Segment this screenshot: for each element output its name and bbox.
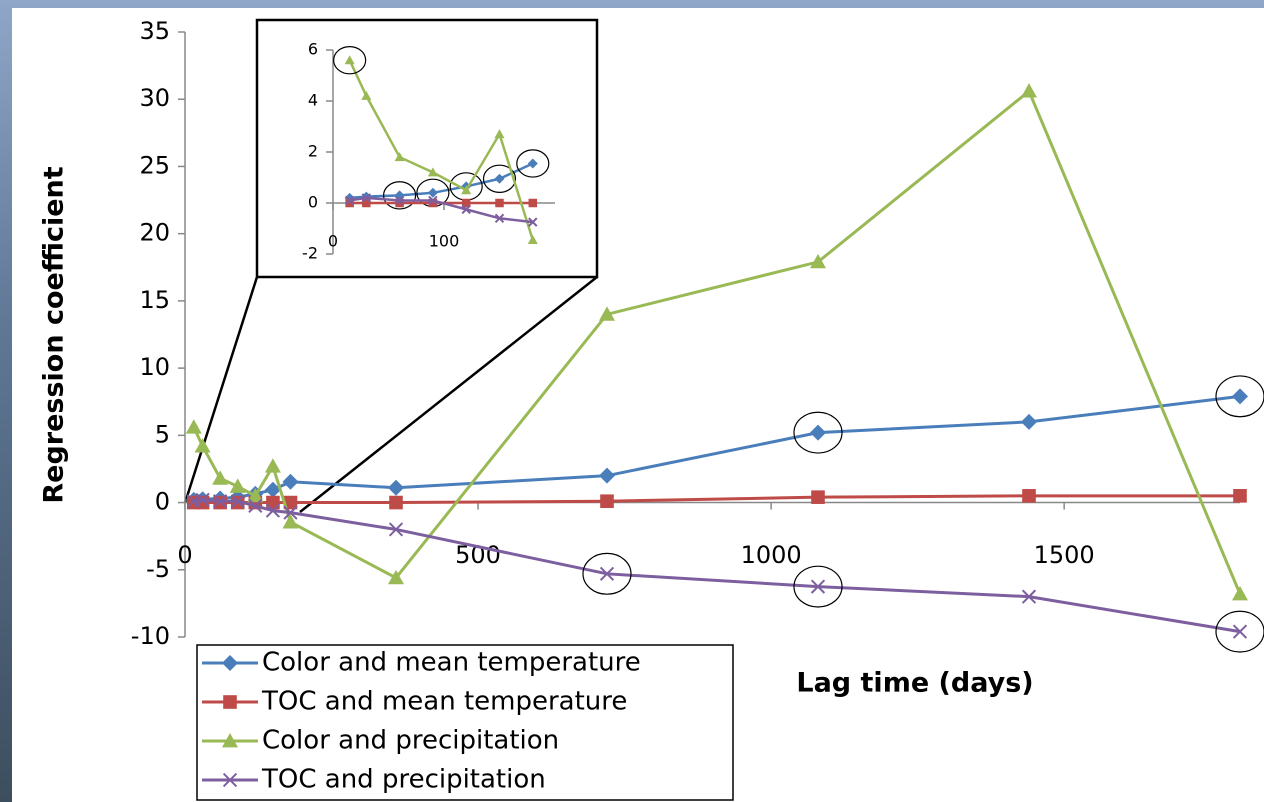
legend-marker [223, 695, 237, 709]
x-tick-label: 1000 [741, 541, 802, 569]
legend-label: Color and precipitation [262, 726, 559, 756]
x-axis-title: Lag time (days) [796, 668, 1033, 699]
y-tick-label: 2 [308, 142, 318, 161]
y-tick-label: 0 [308, 193, 318, 212]
y-tick-label: 25 [139, 151, 170, 179]
y-tick-label: -10 [131, 622, 170, 650]
y-tick-label: 6 [308, 40, 318, 59]
x-tick-label: 0 [328, 232, 338, 251]
legend-label: Color and mean temperature [262, 648, 641, 678]
legend-label: TOC and mean temperature [261, 687, 627, 717]
y-tick-label: 0 [155, 488, 170, 516]
marker [529, 199, 538, 208]
y-tick-label: 4 [308, 91, 318, 110]
marker [1233, 489, 1247, 503]
y-tick-label: 30 [139, 84, 170, 112]
y-tick-label: -5 [146, 555, 170, 583]
x-tick-label: 1500 [1034, 541, 1095, 569]
chart: Regression coefficient Lag time (days) -… [0, 0, 1264, 802]
marker [389, 496, 403, 510]
marker [600, 494, 614, 508]
y-axis-title: Regression coefficient [39, 166, 70, 503]
y-tick-label: -2 [302, 244, 318, 263]
y-tick-label: 15 [139, 286, 170, 314]
y-tick-label: 5 [155, 420, 170, 448]
x-tick-label: 100 [429, 232, 460, 251]
y-tick-label: 35 [139, 17, 170, 45]
marker [811, 490, 825, 504]
marker [495, 199, 504, 208]
page: Regression coefficient Lag time (days) -… [0, 0, 1264, 802]
marker [266, 496, 280, 510]
y-tick-label: 20 [139, 219, 170, 247]
y-tick-label: 10 [139, 353, 170, 381]
marker [1022, 489, 1036, 503]
legend-label: TOC and precipitation [261, 765, 546, 795]
x-tick-label: 0 [177, 541, 192, 569]
